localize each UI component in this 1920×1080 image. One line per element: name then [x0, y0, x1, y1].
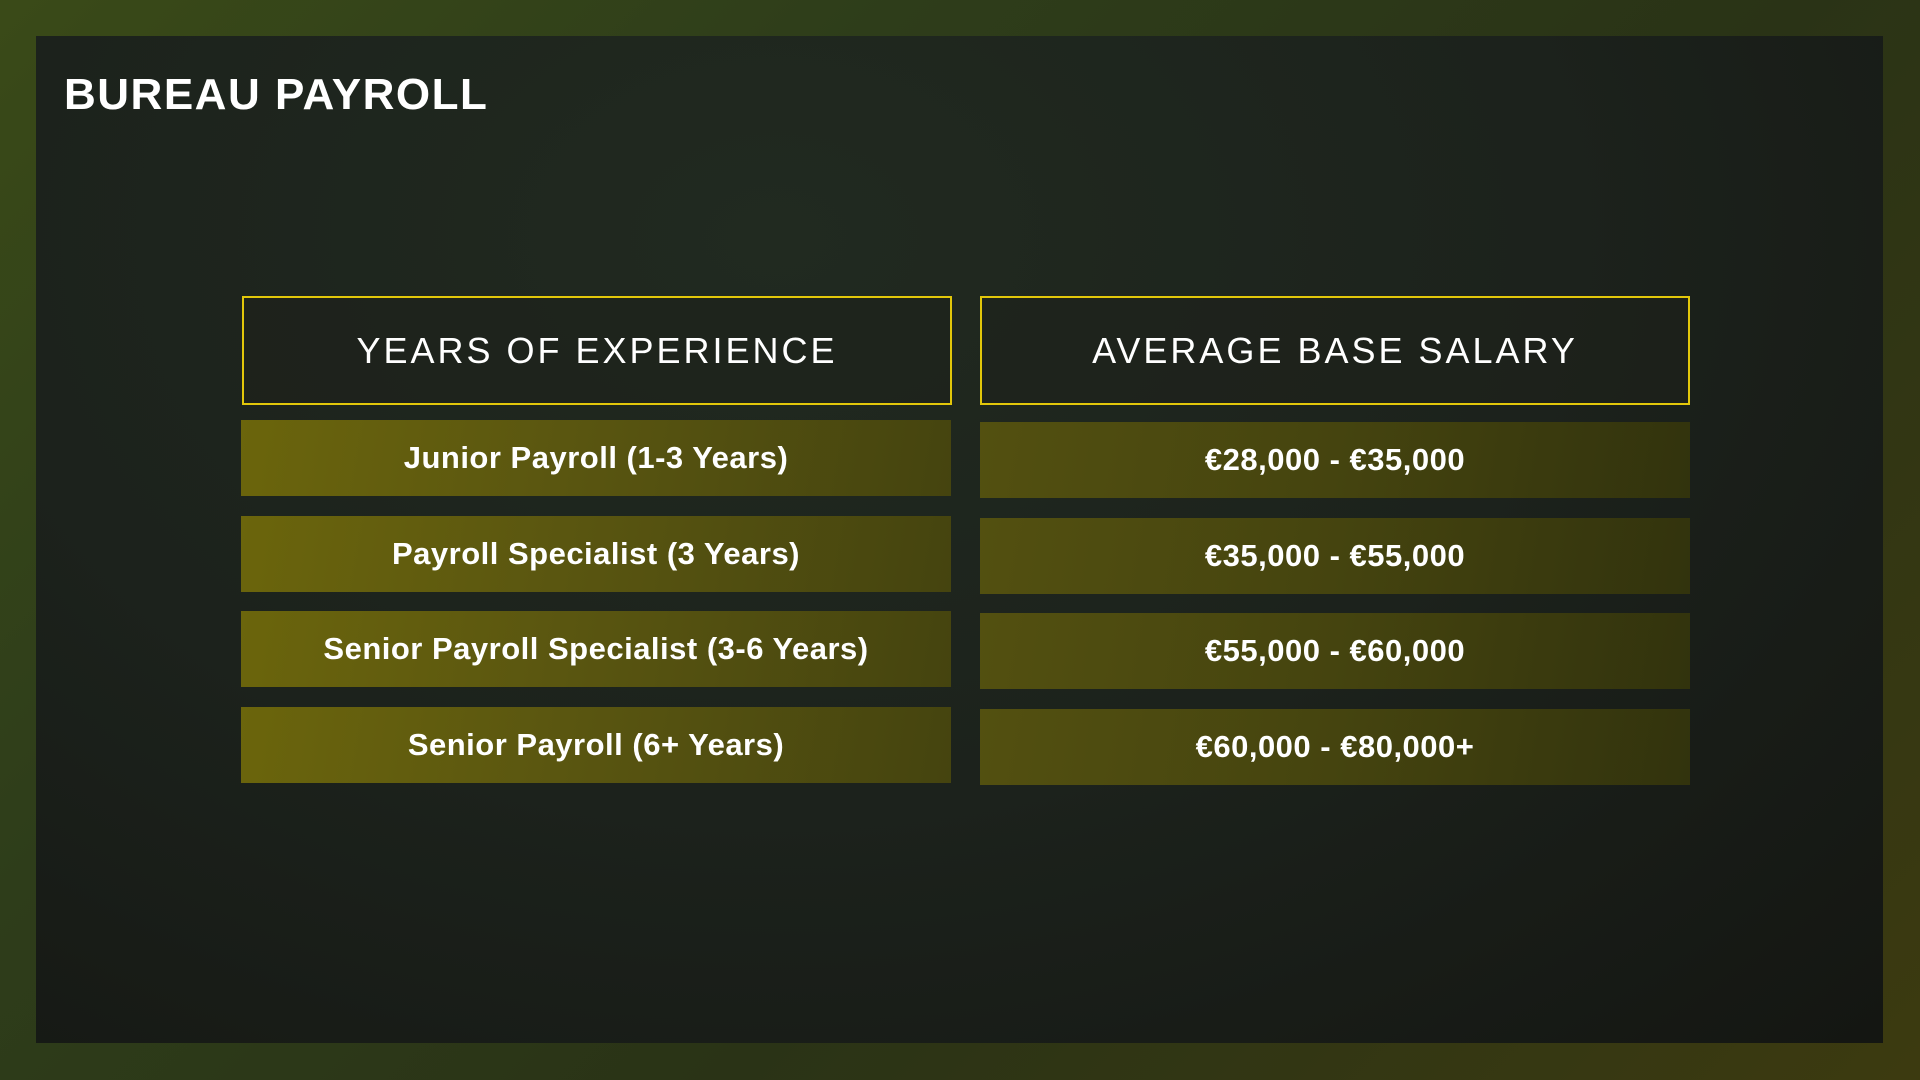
experience-cell: Senior Payroll (6+ Years) [241, 707, 951, 783]
header-average-base-salary: AVERAGE BASE SALARY [980, 296, 1690, 405]
header-years-of-experience: YEARS OF EXPERIENCE [242, 296, 952, 405]
salary-cell: €60,000 - €80,000+ [980, 709, 1690, 785]
salary-cell: €35,000 - €55,000 [980, 518, 1690, 594]
page-title: BUREAU PAYROLL [64, 70, 489, 119]
experience-cell: Senior Payroll Specialist (3-6 Years) [241, 611, 951, 687]
experience-cell: Junior Payroll (1-3 Years) [241, 420, 951, 496]
experience-cell: Payroll Specialist (3 Years) [241, 516, 951, 592]
salary-cell: €28,000 - €35,000 [980, 422, 1690, 498]
salary-cell: €55,000 - €60,000 [980, 613, 1690, 689]
